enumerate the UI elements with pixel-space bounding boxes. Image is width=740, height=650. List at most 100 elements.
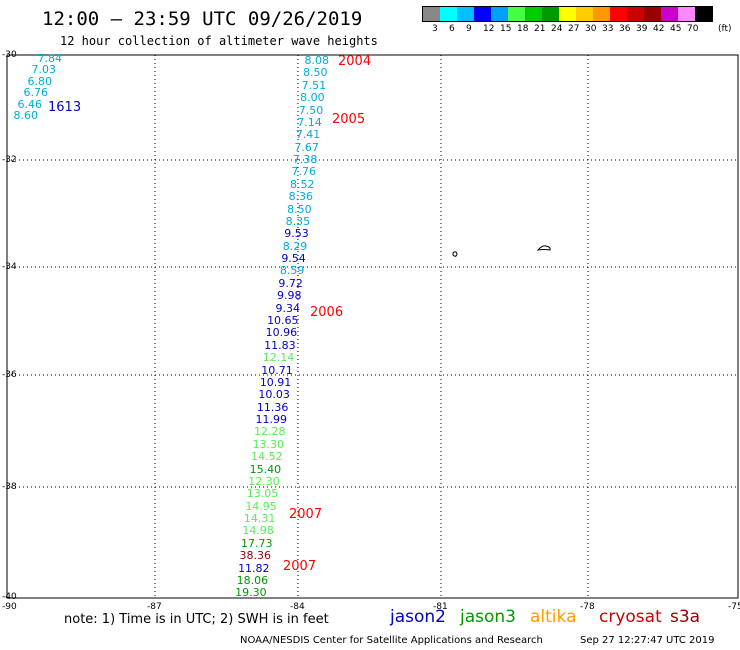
wave-height-label: 6.80 xyxy=(27,74,53,88)
wave-height-label: 11.83 xyxy=(264,338,296,352)
color-scale-tick: 33 xyxy=(602,24,614,34)
color-scale-tick: 24 xyxy=(551,24,563,34)
lat-label: -38 xyxy=(2,482,17,492)
wave-height-label: 8.35 xyxy=(285,214,311,228)
wave-height-label: 12.14 xyxy=(262,351,295,365)
time-stamp-label: 2007 xyxy=(289,507,323,522)
island-large xyxy=(536,245,551,251)
wave-height-label: 15.40 xyxy=(249,462,282,476)
wave-height-label: 12.28 xyxy=(254,425,286,439)
note-text: note: 1) Time is in UTC; 2) SWH is in fe… xyxy=(64,612,329,627)
color-swatch xyxy=(695,7,712,21)
lat-lon-grid xyxy=(7,55,738,598)
time-stamp-label: 2004 xyxy=(338,54,372,69)
color-swatch xyxy=(508,7,525,21)
color-scale-tick: 27 xyxy=(568,24,580,34)
wave-height-label: 8.29 xyxy=(282,239,308,253)
color-scale-tick: 42 xyxy=(653,24,665,34)
wave-height-label: 10.03 xyxy=(258,388,290,402)
wave-height-label: 13.05 xyxy=(246,487,279,501)
lon-label: -78 xyxy=(580,602,595,612)
color-scale-tick: 36 xyxy=(619,24,631,34)
color-swatch xyxy=(457,7,474,21)
wave-height-label: 11.36 xyxy=(256,400,289,414)
wave-height-label: 10.96 xyxy=(265,326,298,340)
wave-height-label: 9.98 xyxy=(276,289,302,303)
wave-height-label: 14.98 xyxy=(242,524,274,538)
wave-height-label: 12.30 xyxy=(248,474,280,488)
wave-height-label: 10.71 xyxy=(261,363,293,377)
wave-height-label: 8.50 xyxy=(287,202,312,216)
legend-jason3: jason3 xyxy=(460,607,516,627)
legend-s3a: s3a xyxy=(670,607,701,627)
generated-timestamp: Sep 27 12:27:47 UTC 2019 xyxy=(580,635,715,646)
wave-height-label: 7.51 xyxy=(301,78,327,92)
wave-height-label: 11.99 xyxy=(255,413,287,427)
lat-label: -40 xyxy=(2,592,17,602)
wave-height-label: 9.72 xyxy=(278,276,303,290)
lat-label: -36 xyxy=(2,370,17,380)
color-swatch xyxy=(542,7,559,21)
lon-label: -81 xyxy=(433,602,448,612)
wave-height-label: 9.53 xyxy=(284,227,309,241)
wave-height-label: 14.95 xyxy=(245,499,277,513)
color-scale-tick: 45 xyxy=(670,24,682,34)
wave-height-label: 8.59 xyxy=(279,264,305,278)
wave-height-label: 7.67 xyxy=(294,140,319,154)
map-title: 12:00 – 23:59 UTC 09/26/2019 xyxy=(42,8,363,30)
color-swatch xyxy=(559,7,576,21)
color-swatch xyxy=(644,7,661,21)
color-scale-tick: 21 xyxy=(534,24,546,34)
wave-height-label: 8.60 xyxy=(13,109,39,122)
legend-jason2: jason2 xyxy=(390,607,446,627)
wave-height-label: 7.50 xyxy=(298,103,324,117)
wave-height-label: 10.65 xyxy=(267,313,299,327)
wave-height-label: 7.38 xyxy=(292,153,318,167)
color-scale-tick: 3 xyxy=(432,24,438,34)
map-subtitle: 12 hour collection of altimeter wave hei… xyxy=(60,34,378,48)
lon-label: -90 xyxy=(2,602,17,612)
wave-height-label: 7.14 xyxy=(297,115,322,129)
legend-cryosat: cryosat xyxy=(599,607,662,627)
wave-height-label: 17.73 xyxy=(240,536,273,550)
color-swatch xyxy=(593,7,610,21)
wave-height-label: 38.36 xyxy=(239,549,272,563)
color-scale-tick: 6 xyxy=(449,24,455,34)
wave-height-label: 7.84 xyxy=(37,52,63,65)
wave-height-label: 7.76 xyxy=(291,165,316,179)
time-stamp-label: 2005 xyxy=(332,112,366,127)
color-scale-tick: 18 xyxy=(517,24,529,34)
color-swatch xyxy=(474,7,491,21)
color-swatch xyxy=(576,7,593,21)
color-swatch xyxy=(661,7,678,21)
lat-label: -34 xyxy=(2,262,17,272)
color-swatch xyxy=(678,7,695,21)
wave-height-label: 13.30 xyxy=(252,437,285,451)
color-swatch xyxy=(440,7,457,21)
wave-height-label: 8.50 xyxy=(303,66,328,80)
wave-height-label: 14.31 xyxy=(243,512,276,526)
wave-height-label: 7.41 xyxy=(295,128,321,142)
wave-height-label: 6.76 xyxy=(23,86,49,100)
color-scale-tick: 39 xyxy=(636,24,648,34)
wave-height-label: 8.52 xyxy=(290,177,315,191)
color-scale-tick: 9 xyxy=(466,24,472,34)
wave-height-label: 9.54 xyxy=(281,252,306,266)
lat-label: -32 xyxy=(2,155,17,165)
wave-height-label: 6.46 xyxy=(17,97,43,111)
legend-altika: altika xyxy=(530,607,577,627)
color-swatch xyxy=(423,7,440,21)
plot-frame xyxy=(6,54,739,599)
color-scale-tick: 70 xyxy=(687,24,699,34)
color-scale-unit: (ft) xyxy=(718,24,732,34)
wave-height-label: 19.30 xyxy=(235,586,267,600)
lon-label: -84 xyxy=(290,602,305,612)
wave-height-label: 11.82 xyxy=(238,561,270,575)
lat-label: -30 xyxy=(2,50,17,60)
color-scale-tick: 15 xyxy=(500,24,512,34)
lon-label: -75 xyxy=(728,602,740,612)
color-scale-tick: 12 xyxy=(483,24,495,34)
wave-height-label: 8.00 xyxy=(300,91,325,105)
wave-height-label: 10.91 xyxy=(259,375,292,389)
